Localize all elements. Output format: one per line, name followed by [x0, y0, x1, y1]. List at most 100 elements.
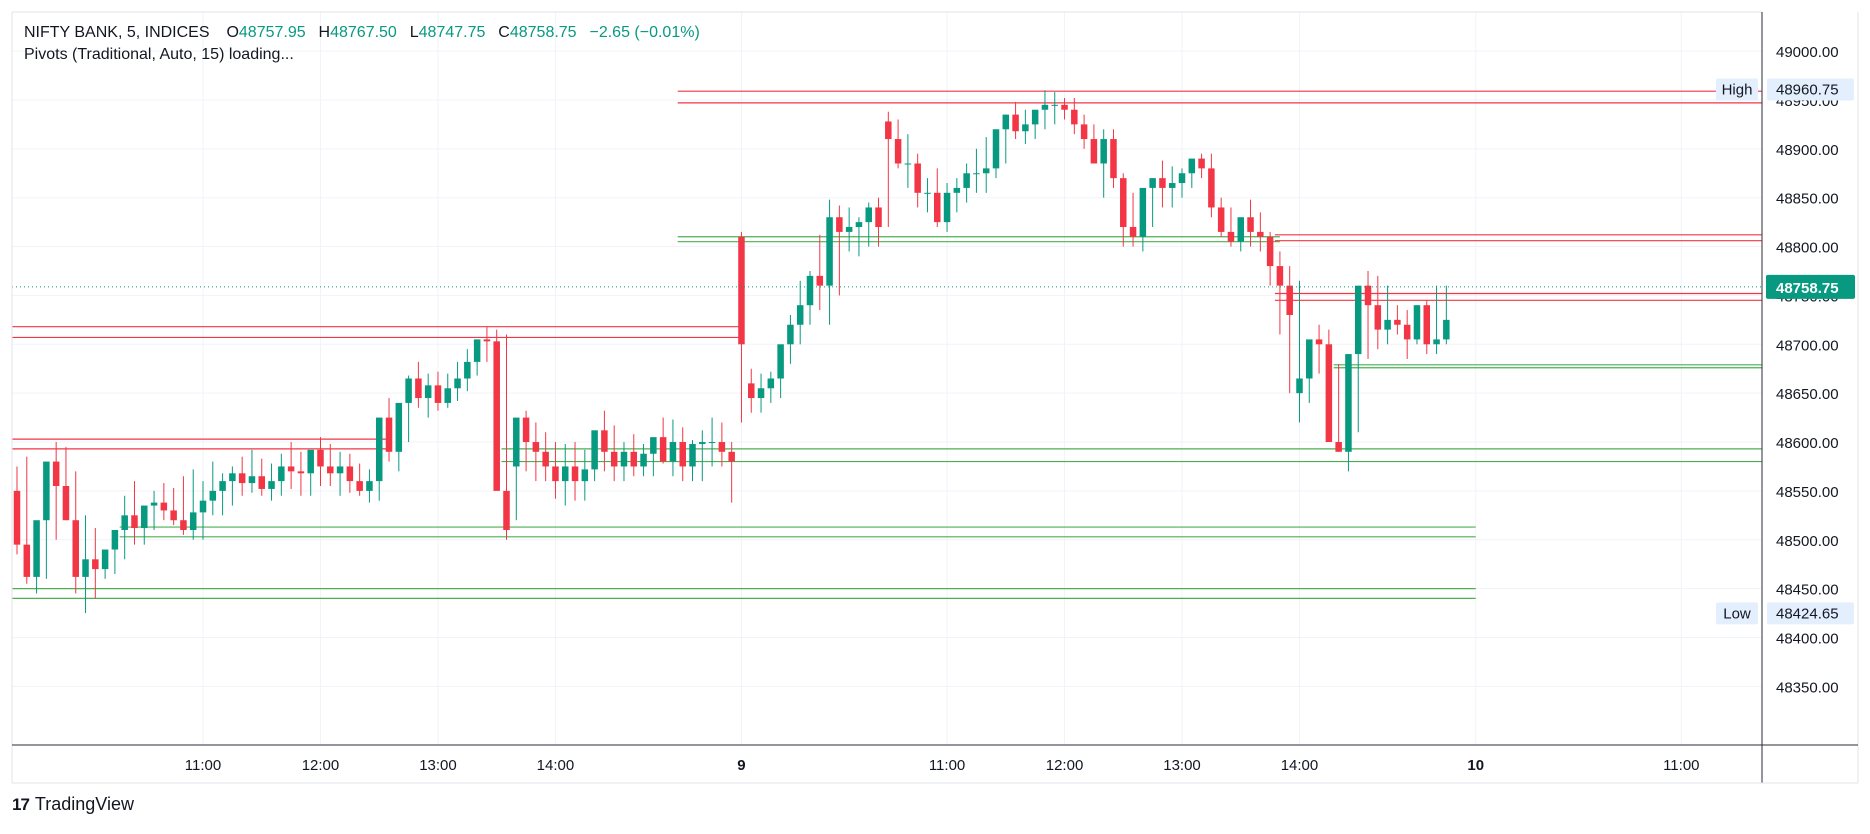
- candle[interactable]: [385, 398, 393, 462]
- candle[interactable]: [483, 326, 491, 362]
- candle[interactable]: [777, 344, 784, 399]
- candle[interactable]: [52, 442, 60, 540]
- candle[interactable]: [806, 270, 814, 325]
- candle[interactable]: [826, 199, 833, 325]
- candle[interactable]: [1374, 275, 1382, 350]
- candle[interactable]: [1403, 310, 1411, 359]
- candle[interactable]: [1198, 153, 1205, 179]
- candle[interactable]: [1061, 98, 1068, 120]
- candle[interactable]: [885, 111, 892, 228]
- candle[interactable]: [189, 469, 197, 540]
- candle[interactable]: [473, 339, 481, 376]
- candle[interactable]: [796, 280, 804, 345]
- candle[interactable]: [953, 178, 961, 213]
- candle[interactable]: [375, 417, 383, 501]
- candle[interactable]: [307, 449, 314, 496]
- candle[interactable]: [973, 148, 980, 193]
- candle[interactable]: [1188, 158, 1196, 188]
- last-price-badge[interactable]: [1766, 274, 1855, 299]
- candle[interactable]: [1354, 285, 1362, 433]
- candle[interactable]: [522, 410, 530, 472]
- candle[interactable]: [875, 197, 882, 247]
- candle[interactable]: [659, 417, 667, 464]
- candle[interactable]: [581, 449, 589, 501]
- candle[interactable]: [816, 234, 824, 311]
- candle[interactable]: [1129, 192, 1137, 247]
- candle[interactable]: [924, 178, 931, 213]
- candle[interactable]: [1022, 109, 1029, 144]
- candle[interactable]: [513, 417, 520, 521]
- candle[interactable]: [1080, 114, 1088, 149]
- candle[interactable]: [963, 163, 970, 203]
- candle[interactable]: [1120, 173, 1127, 247]
- candle[interactable]: [865, 202, 872, 247]
- candle[interactable]: [561, 443, 569, 506]
- candle[interactable]: [1286, 266, 1293, 394]
- candle[interactable]: [620, 442, 628, 482]
- candle[interactable]: [571, 442, 579, 501]
- candle[interactable]: [82, 515, 89, 614]
- candle[interactable]: [894, 119, 902, 169]
- candle[interactable]: [1306, 339, 1313, 403]
- candle[interactable]: [1159, 160, 1166, 208]
- candle[interactable]: [1041, 90, 1049, 130]
- candle[interactable]: [1090, 124, 1098, 164]
- time-axis[interactable]: 11:00 12:00 13:00 14:00 9 11:00 12:00 13:00 14:0…: [185, 757, 1700, 774]
- candle[interactable]: [630, 434, 638, 477]
- candle[interactable]: [1433, 285, 1440, 355]
- candle[interactable]: [101, 549, 109, 579]
- candle[interactable]: [464, 349, 471, 392]
- candle[interactable]: [708, 417, 716, 467]
- candle[interactable]: [689, 440, 696, 482]
- candle[interactable]: [248, 449, 256, 493]
- candle[interactable]: [1012, 101, 1019, 140]
- tradingview-brand[interactable]: 17 TradingView: [12, 794, 134, 815]
- candle[interactable]: [699, 430, 706, 482]
- candle[interactable]: [131, 481, 138, 545]
- candle[interactable]: [219, 473, 226, 516]
- candle[interactable]: [1257, 212, 1264, 252]
- candle[interactable]: [1384, 285, 1391, 345]
- candle[interactable]: [982, 137, 990, 193]
- candle[interactable]: [503, 334, 510, 540]
- candle[interactable]: [532, 422, 540, 482]
- indicator-label[interactable]: Pivots (Traditional, Auto, 15) loading..…: [24, 46, 294, 63]
- candle[interactable]: [317, 437, 324, 487]
- candle[interactable]: [992, 129, 1000, 179]
- candle[interactable]: [855, 217, 863, 257]
- candle[interactable]: [287, 442, 295, 489]
- candle[interactable]: [1208, 153, 1215, 218]
- candle[interactable]: [767, 371, 775, 403]
- candle[interactable]: [180, 476, 187, 535]
- candle[interactable]: [904, 134, 912, 188]
- candle[interactable]: [1149, 178, 1156, 228]
- candle[interactable]: [434, 371, 442, 411]
- candle[interactable]: [1217, 197, 1225, 237]
- candle[interactable]: [650, 437, 657, 477]
- candle[interactable]: [199, 481, 207, 540]
- candle[interactable]: [72, 471, 79, 594]
- candle[interactable]: [62, 446, 70, 521]
- candle[interactable]: [1110, 129, 1117, 188]
- candle[interactable]: [934, 168, 941, 228]
- candle[interactable]: [327, 443, 334, 487]
- candle[interactable]: [13, 466, 21, 555]
- candle[interactable]: [209, 461, 217, 516]
- candle[interactable]: [1276, 251, 1284, 335]
- candle[interactable]: [1423, 300, 1431, 355]
- candle[interactable]: [669, 419, 677, 477]
- candle[interactable]: [943, 183, 951, 232]
- candle[interactable]: [1100, 129, 1107, 198]
- candle[interactable]: [640, 443, 647, 477]
- candle[interactable]: [170, 487, 177, 526]
- candle[interactable]: [238, 456, 246, 496]
- candle[interactable]: [121, 495, 128, 560]
- candle[interactable]: [268, 463, 275, 501]
- candle[interactable]: [160, 483, 168, 521]
- candle[interactable]: [1315, 324, 1323, 374]
- candle[interactable]: [542, 432, 549, 482]
- candle[interactable]: [1335, 363, 1342, 452]
- candle[interactable]: [914, 153, 921, 208]
- candle[interactable]: [23, 456, 31, 584]
